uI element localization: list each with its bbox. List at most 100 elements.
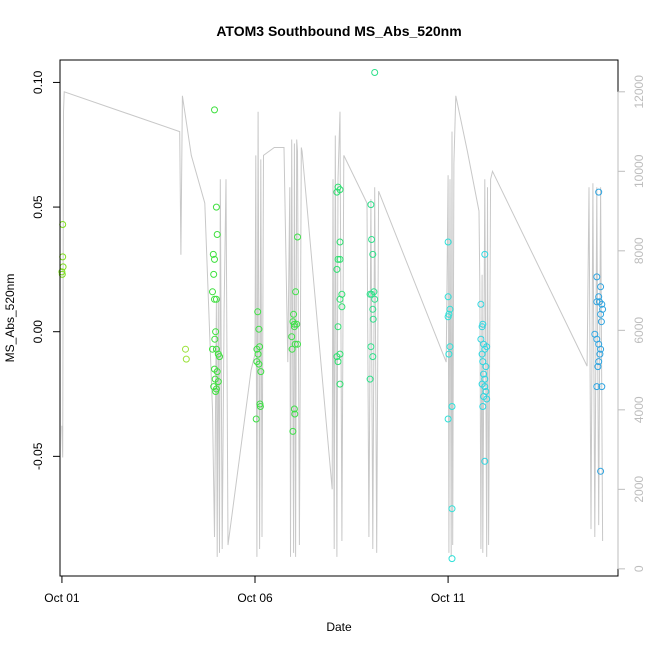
data-point — [255, 325, 263, 333]
data-point — [597, 310, 605, 318]
x-tick-label: Oct 06 — [237, 591, 273, 605]
data-point — [597, 318, 605, 326]
y-axis-title: MS_Abs_520nm — [3, 274, 17, 363]
y2-tick-label: 12000 — [632, 75, 646, 109]
data-point — [256, 343, 264, 351]
data-point — [336, 380, 344, 388]
data-point — [290, 320, 298, 328]
data-point — [336, 238, 344, 246]
data-point — [211, 295, 218, 303]
data-point — [593, 273, 601, 281]
data-point — [212, 388, 220, 395]
data-point — [256, 400, 264, 408]
data-point — [209, 288, 216, 296]
data-point — [446, 305, 454, 313]
data-point — [291, 340, 299, 348]
data-point — [182, 355, 190, 363]
data-point — [212, 203, 220, 211]
y2-tick-label: 6000 — [632, 317, 646, 344]
data-point — [597, 345, 605, 353]
x-axis-title: Date — [326, 620, 352, 634]
data-point — [333, 353, 341, 361]
data-point — [336, 295, 344, 303]
data-point — [482, 363, 490, 371]
chart-title: ATOM3 Southbound MS_Abs_520nm — [216, 23, 461, 39]
y2-tick-label: 10000 — [632, 154, 646, 188]
data-point — [371, 69, 379, 76]
data-point — [483, 395, 491, 403]
data-point — [213, 368, 221, 376]
y-tick-label: 0.10 — [31, 70, 45, 94]
y2-tick-label: 4000 — [632, 396, 646, 423]
data-point — [480, 370, 488, 378]
x-axis: Oct 01 Oct 06 Oct 11 — [44, 575, 466, 605]
data-point — [448, 555, 456, 563]
data-point — [478, 323, 486, 331]
data-point — [334, 358, 342, 366]
data-point — [598, 383, 606, 391]
data-point — [595, 188, 603, 196]
data-point — [595, 358, 603, 366]
data-point — [366, 290, 374, 298]
data-point — [252, 415, 260, 423]
data-point — [481, 250, 489, 258]
data-point — [593, 383, 601, 391]
data-point — [368, 236, 376, 243]
data-point — [334, 323, 342, 331]
data-point — [290, 405, 298, 413]
data-point — [448, 403, 456, 410]
data-point — [366, 375, 374, 383]
data-point — [369, 305, 377, 313]
data-point — [597, 283, 605, 291]
secondary-y-axis: 0 2000 4000 6000 8000 10000 12000 — [617, 75, 646, 572]
data-point — [444, 293, 452, 301]
data-point — [448, 505, 456, 513]
data-point — [334, 255, 342, 263]
data-point — [479, 358, 487, 366]
data-point — [58, 270, 66, 278]
data-point — [290, 310, 298, 318]
data-point — [479, 403, 487, 410]
data-point — [254, 308, 262, 316]
data-point — [367, 201, 375, 209]
data-point — [209, 345, 216, 353]
data-point — [289, 427, 297, 435]
data-point — [333, 188, 341, 196]
data-point — [290, 323, 298, 331]
data-point — [288, 345, 296, 353]
data-point — [481, 383, 489, 391]
data-point — [212, 328, 220, 336]
data-point — [369, 315, 377, 323]
y2-tick-label: 8000 — [632, 237, 646, 264]
data-point — [444, 313, 452, 321]
data-point — [333, 265, 341, 273]
y-tick-label: -0.05 — [31, 442, 45, 470]
data-point — [257, 368, 265, 376]
data-point — [254, 350, 262, 358]
data-point — [253, 358, 261, 366]
data-point — [256, 403, 264, 410]
data-point — [371, 295, 379, 303]
data-point — [596, 350, 604, 358]
data-point — [445, 350, 453, 358]
data-points-layer — [58, 69, 607, 563]
data-point — [369, 250, 377, 258]
data-point — [597, 467, 605, 475]
data-point — [58, 268, 66, 276]
data-point — [336, 255, 344, 263]
data-point — [209, 250, 217, 258]
data-point — [294, 340, 301, 348]
data-point — [182, 345, 189, 353]
altitude-trace-layer — [61, 91, 604, 557]
data-point — [214, 378, 222, 386]
data-point — [444, 238, 452, 246]
data-point — [211, 255, 218, 263]
y-tick-label: 0.00 — [31, 320, 45, 344]
data-point — [369, 353, 377, 361]
data-point — [211, 106, 218, 114]
x-tick-label: Oct 11 — [431, 591, 466, 605]
data-point — [213, 231, 221, 238]
data-point — [594, 363, 602, 371]
